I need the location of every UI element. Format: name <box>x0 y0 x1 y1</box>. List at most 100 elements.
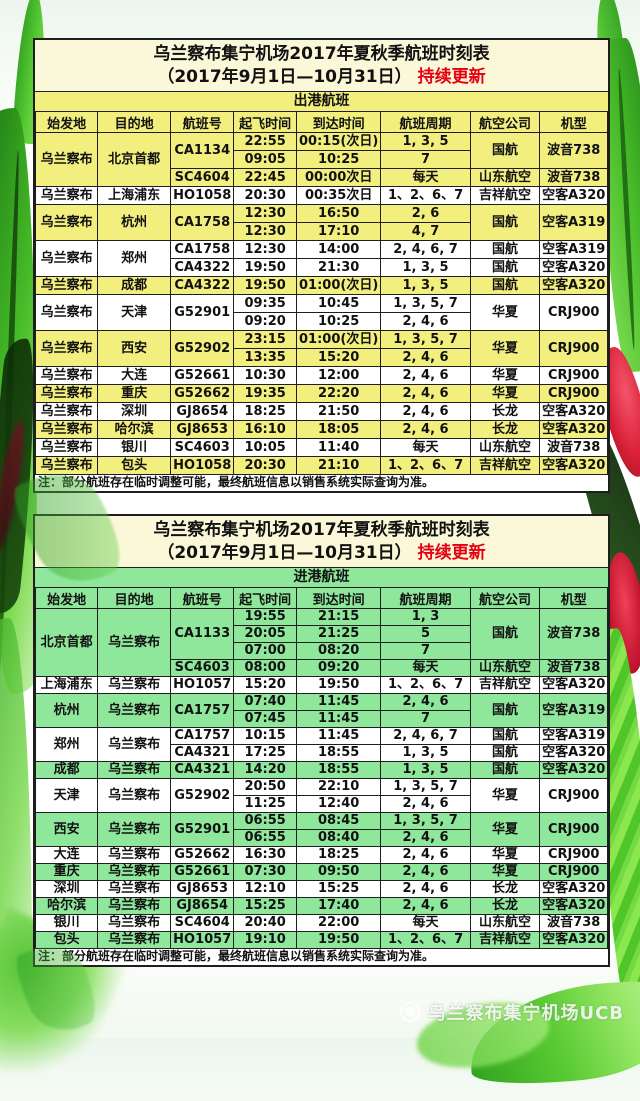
flight-cell: 吉祥航空 <box>469 186 541 205</box>
flight-row: 大连 乌兰察布 G52662 16:30 18:25 2, 4, 6 华夏 CRJ900 <box>34 846 608 864</box>
flight-cell: 国航 <box>469 240 541 259</box>
flight-cell: 空客A320 <box>539 880 608 898</box>
flight-cell: 2, 4, 6 <box>380 795 471 813</box>
flight-cell: 乌兰察布 <box>97 676 171 694</box>
watermark-text: 乌兰察布集宁机场UCB <box>427 1003 624 1024</box>
col-header-frequency: 航班周期 <box>380 111 471 133</box>
col-header-aircraft: 机型 <box>539 111 608 133</box>
flight-cell: 16:50 <box>295 204 382 223</box>
header-row: 始发地 目的地 航班号 起飞时间 到达时间 航班周期 航空公司 机型 <box>34 587 608 609</box>
flight-cell: 空客A320 <box>539 761 608 779</box>
flight-cell: 空客A320 <box>539 186 608 205</box>
flight-row: 乌兰察布 杭州 CA1758 12:30 16:50 2, 6 国航 空客A319 <box>34 204 608 241</box>
flight-cell: 波音738 <box>539 438 608 457</box>
flight-cell: G52661 <box>169 366 235 385</box>
flight-cell: 20:50 <box>233 778 297 796</box>
flight-cell: 19:55 <box>233 608 297 626</box>
flight-cell: 09:20 <box>233 312 297 331</box>
flight-cell: 2, 4, 6 <box>380 420 471 439</box>
flight-cell: CRJ900 <box>539 366 608 385</box>
flight-cell: 国航 <box>469 204 541 241</box>
flight-cell: 08:40 <box>295 829 382 847</box>
flight-row: CA4322 19:50 21:30 1, 3, 5 国航 空客A320 <box>36 258 608 277</box>
flight-cell: 2, 4, 6 <box>380 880 471 898</box>
col-header-flight-number: 航班号 <box>169 111 235 133</box>
departure-table-card: 乌兰察布集宁机场2017年夏秋季航班时刻表 （2017年9月1日—10月31日）… <box>33 38 610 493</box>
flight-cell: 2, 4, 6 <box>380 897 471 915</box>
flight-cell: 乌兰察布 <box>34 384 99 403</box>
flight-cell: 09:20 <box>295 659 382 677</box>
flight-cell: 华夏 <box>469 366 541 385</box>
flight-cell: 波音738 <box>539 168 608 187</box>
flight-cell: 华夏 <box>469 846 541 864</box>
flight-cell: 国航 <box>469 727 541 745</box>
flight-cell: 哈尔滨 <box>34 897 99 915</box>
flight-cell: 2, 4, 6 <box>380 846 471 864</box>
flight-cell: 山东航空 <box>469 438 541 457</box>
flight-cell: 09:05 <box>233 150 297 169</box>
table-note: 注：部分航班存在临时调整可能，最终航班信息以销售系统实际查询为准。 <box>35 949 608 965</box>
flight-cell: 2, 4, 6 <box>380 312 471 331</box>
flight-row: 哈尔滨 乌兰察布 GJ8654 15:25 17:40 2, 4, 6 长龙 空客A320 <box>34 897 608 915</box>
flight-cell: 乌兰察布 <box>97 727 171 762</box>
flight-cell: 08:45 <box>295 812 382 830</box>
flight-cell: G52901 <box>169 812 235 847</box>
flight-cell: 07:45 <box>233 710 297 728</box>
flight-cell: 每天 <box>380 438 471 457</box>
flight-cell: 乌兰察布 <box>34 420 99 439</box>
col-header-destination: 目的地 <box>97 111 171 133</box>
watermark: 乌兰察布集宁机场UCB <box>0 999 624 1025</box>
col-header-arrival-time: 到达时间 <box>295 587 382 609</box>
flight-cell: 22:45 <box>233 168 297 187</box>
flight-cell: 华夏 <box>469 294 541 331</box>
flight-row: 09:05 10:25 7 <box>36 150 608 169</box>
flight-cell: 山东航空 <box>469 659 541 677</box>
flight-cell: 2, 4, 6 <box>380 366 471 385</box>
flight-cell: 西安 <box>97 330 171 367</box>
departure-table-title: 乌兰察布集宁机场2017年夏秋季航班时刻表 （2017年9月1日—10月31日）… <box>35 40 608 91</box>
flight-cell: 18:25 <box>233 402 297 421</box>
flight-cell: 06:55 <box>233 812 297 830</box>
page-title: 乌兰察布集宁机场2017年夏秋季航班时刻表 <box>153 520 490 540</box>
flight-cell: 重庆 <box>97 384 171 403</box>
flight-cell: 21:15 <box>295 608 382 626</box>
flight-cell: 12:30 <box>233 204 297 223</box>
flight-row: SC4604 22:45 00:00次日 每天 山东航空 波音738 <box>36 168 608 187</box>
flight-cell: 乌兰察布 <box>34 204 99 241</box>
col-header-arrival-time: 到达时间 <box>295 111 382 133</box>
flight-cell: 哈尔滨 <box>97 420 171 439</box>
flight-cell: 2, 4, 6 <box>380 402 471 421</box>
flight-cell: 空客A320 <box>539 897 608 915</box>
flight-cell: 山东航空 <box>469 914 541 932</box>
flight-cell: 7 <box>380 642 471 660</box>
flight-cell: CA1757 <box>169 727 235 745</box>
flight-cell: 天津 <box>34 778 99 813</box>
flight-cell: 19:50 <box>233 258 297 277</box>
flight-cell: 1, 3, 5 <box>380 258 471 277</box>
flight-cell: 2, 4, 6, 7 <box>380 727 471 745</box>
flight-cell: 空客A320 <box>539 402 608 421</box>
flight-cell: 22:20 <box>295 384 382 403</box>
flight-cell: 包头 <box>97 456 171 475</box>
flight-row: 乌兰察布 上海浦东 HO1058 20:30 00:35次日 1、2、6、7 吉祥航空 空客A… <box>34 186 608 205</box>
flight-cell: G52902 <box>169 330 235 367</box>
flight-cell: 华夏 <box>469 384 541 403</box>
flight-cell: SC4604 <box>169 168 235 187</box>
flight-cell: HO1058 <box>169 186 235 205</box>
flight-row: 成都 乌兰察布 CA4321 14:20 18:55 1, 3, 5 国航 空客A320 <box>34 761 608 779</box>
flight-row: 12:30 17:10 4, 7 <box>36 222 608 241</box>
flight-cell: CRJ900 <box>539 846 608 864</box>
flight-cell: 06:55 <box>233 829 297 847</box>
header-row: 始发地 目的地 航班号 起飞时间 到达时间 航班周期 航空公司 机型 <box>34 111 608 133</box>
flight-cell: 国航 <box>469 132 541 169</box>
flight-cell: 18:55 <box>295 744 382 762</box>
flight-cell: 21:30 <box>295 258 382 277</box>
flight-row: 乌兰察布 包头 HO1058 20:30 21:10 1、2、6、7 吉祥航空 空客A320 <box>34 456 608 475</box>
flight-cell: 2, 4, 6 <box>380 348 471 367</box>
flight-cell: CA1133 <box>169 608 235 660</box>
flight-cell: 17:25 <box>233 744 297 762</box>
flight-row: 重庆 乌兰察布 G52661 07:30 09:50 2, 4, 6 华夏 CRJ900 <box>34 863 608 881</box>
col-header-frequency: 航班周期 <box>380 587 471 609</box>
flight-cell: 21:10 <box>295 456 382 475</box>
flight-cell: G52661 <box>169 863 235 881</box>
